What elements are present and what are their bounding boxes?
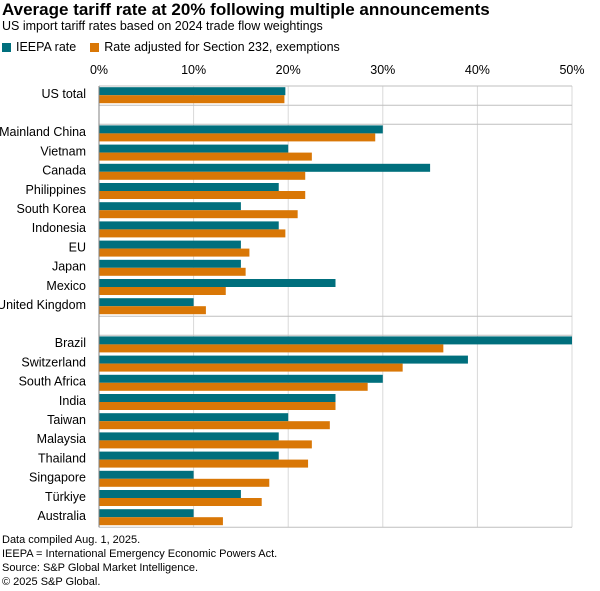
x-tick-label: 20% [276, 63, 301, 77]
category-label: Türkiye [45, 490, 86, 504]
category-label: Malaysia [37, 432, 86, 446]
bar-ieepa [99, 125, 383, 134]
category-label: Vietnam [40, 144, 86, 158]
bar-adjusted [99, 171, 306, 180]
bar-ieepa [99, 279, 336, 287]
bar-adjusted [99, 152, 312, 161]
x-tick-label: 10% [181, 63, 206, 77]
category-label: Thailand [38, 451, 86, 465]
bar-ieepa [99, 336, 572, 345]
bar-ieepa [99, 298, 194, 307]
category-label: India [59, 394, 86, 408]
bar-adjusted [99, 478, 270, 487]
bar-adjusted [99, 421, 330, 430]
bar-ieepa [99, 470, 194, 479]
category-label: Switzerland [21, 355, 86, 369]
bar-adjusted [99, 344, 444, 353]
chart-subtitle: US import tariff rates based on 2024 tra… [2, 19, 323, 33]
legend-item-ieepa: IEEPA rate [2, 40, 76, 54]
bar-adjusted [99, 382, 368, 391]
bar-chart: 0% 10% 20% 30% 40% 50% US total Mainland China V… [0, 63, 585, 528]
bar-ieepa [99, 183, 279, 191]
bar-ieepa [99, 259, 241, 268]
footnote-ieepa: IEEPA = International Emergency Economic… [2, 548, 278, 560]
legend-item-adjusted: Rate adjusted for Section 232, exemption… [90, 40, 340, 54]
category-label: Japan [52, 260, 86, 274]
bar-ieepa [99, 355, 468, 364]
category-label: South Korea [17, 202, 87, 216]
footnote-copyright: © 2025 S&P Global. [2, 576, 101, 588]
bar-adjusted [99, 402, 336, 410]
category-label: Mexico [46, 279, 86, 293]
bar-adjusted [99, 363, 403, 372]
bar-ieepa [99, 413, 289, 422]
legend: IEEPA rate Rate adjusted for Section 232… [2, 40, 340, 54]
category-label: Indonesia [32, 221, 86, 235]
bar-adjusted [99, 459, 309, 468]
legend-swatch-ieepa [2, 42, 11, 52]
bar-ieepa [99, 509, 194, 518]
category-label: Canada [42, 164, 86, 178]
bar-ieepa [99, 144, 289, 153]
footnotes: Data compiled Aug. 1, 2025. IEEPA = Inte… [2, 533, 277, 589]
legend-swatch-adjusted [90, 42, 100, 52]
x-tick-label: 50% [559, 63, 584, 77]
category-label: United Kingdom [0, 298, 86, 312]
category-label: US total [42, 87, 86, 101]
category-label: Brazil [55, 336, 86, 350]
category-label: Philippines [26, 183, 86, 197]
bar-adjusted [99, 191, 306, 199]
category-label: Singapore [29, 471, 86, 485]
category-label: South Africa [19, 375, 86, 389]
x-tick-label: 30% [370, 63, 395, 77]
bar-adjusted [99, 440, 312, 449]
bar-ieepa [99, 87, 286, 96]
category-label: Australia [37, 509, 86, 523]
footnote-date: Data compiled Aug. 1, 2025. [2, 534, 141, 546]
bar-adjusted [99, 306, 206, 315]
bar-ieepa [99, 374, 383, 383]
bar-adjusted [99, 267, 246, 276]
bar-ieepa [99, 451, 279, 460]
chart-title: Average tariff rate at 20% following mul… [2, 0, 490, 19]
bar-adjusted [99, 287, 226, 295]
bar-ieepa [99, 432, 279, 441]
bar-adjusted [99, 498, 262, 506]
bar-adjusted [99, 229, 286, 238]
legend-label-adjusted: Rate adjusted for Section 232, exemption… [104, 40, 340, 54]
bar-ieepa [99, 240, 241, 249]
bar-ieepa [99, 202, 241, 211]
x-tick-label: 40% [465, 63, 490, 77]
bar-adjusted [99, 133, 376, 142]
bar-ieepa [99, 394, 336, 402]
bar-ieepa [99, 490, 241, 498]
bar-adjusted [99, 517, 223, 526]
footnote-source: Source: S&P Global Market Intelligence. [2, 562, 199, 574]
category-label: EU [69, 240, 86, 254]
category-label: Mainland China [0, 125, 86, 139]
x-tick-label: 0% [90, 63, 108, 77]
bar-adjusted [99, 210, 298, 219]
category-label: Taiwan [47, 413, 86, 427]
legend-label-ieepa: IEEPA rate [16, 40, 77, 54]
bar-ieepa [99, 221, 279, 230]
bar-ieepa [99, 163, 431, 172]
bar-adjusted [99, 95, 285, 104]
bar-adjusted [99, 248, 250, 257]
